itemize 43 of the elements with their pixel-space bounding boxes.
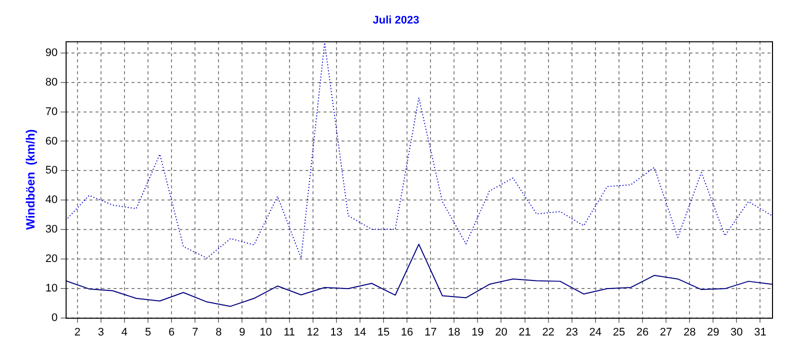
y-tick-label: 80 — [45, 76, 58, 88]
x-tick-label: 30 — [730, 326, 743, 338]
y-tick-label: 20 — [45, 252, 58, 265]
chart-title: Juli 2023 — [372, 14, 420, 27]
y-tick-label: 40 — [45, 194, 58, 206]
x-tick-label: 13 — [330, 326, 343, 338]
x-tick-label: 9 — [239, 326, 246, 338]
x-tick-label: 8 — [216, 326, 222, 338]
x-tick-label: 20 — [495, 326, 508, 338]
x-tick-label: 28 — [683, 326, 696, 338]
y-tick-label: 30 — [45, 224, 58, 236]
x-tick-label: 23 — [566, 326, 578, 338]
x-tick-label: 2 — [74, 326, 80, 338]
y-tick-label: 50 — [45, 164, 58, 177]
x-tick-label: 4 — [121, 326, 128, 338]
x-tick-label: 22 — [542, 326, 554, 338]
x-tick-label: 12 — [306, 326, 319, 338]
x-tick-label: 5 — [144, 326, 152, 338]
x-tick-label: 14 — [354, 326, 366, 338]
y-tick-label: 60 — [45, 135, 58, 148]
x-tick-label: 10 — [260, 326, 272, 338]
x-tick-label: 31 — [754, 326, 766, 338]
x-tick-label: 24 — [589, 326, 602, 338]
x-tick-label: 19 — [472, 326, 484, 338]
x-tick-label: 27 — [660, 326, 672, 338]
x-tick-label: 17 — [424, 326, 437, 338]
x-tick-label: 25 — [612, 326, 626, 338]
x-tick-label: 3 — [98, 326, 104, 338]
line-series — [66, 42, 772, 259]
x-tick-label: 7 — [192, 326, 198, 338]
x-tick-label: 11 — [284, 326, 296, 338]
y-tick-label: 70 — [45, 106, 58, 118]
x-tick-label: 15 — [377, 326, 390, 338]
y-tick-label: 0 — [52, 312, 58, 324]
x-tick-label: 26 — [636, 326, 649, 338]
y-tick-label: 10 — [45, 282, 58, 294]
y-tick-label: 90 — [45, 47, 58, 59]
x-tick-label: 6 — [168, 326, 175, 338]
x-tick-label: 29 — [707, 326, 720, 338]
x-tick-label: 18 — [448, 326, 460, 338]
x-tick-label: 16 — [400, 326, 414, 338]
x-tick-label: 21 — [518, 326, 531, 338]
y-axis-title: Windböen (km/h) — [24, 129, 38, 230]
